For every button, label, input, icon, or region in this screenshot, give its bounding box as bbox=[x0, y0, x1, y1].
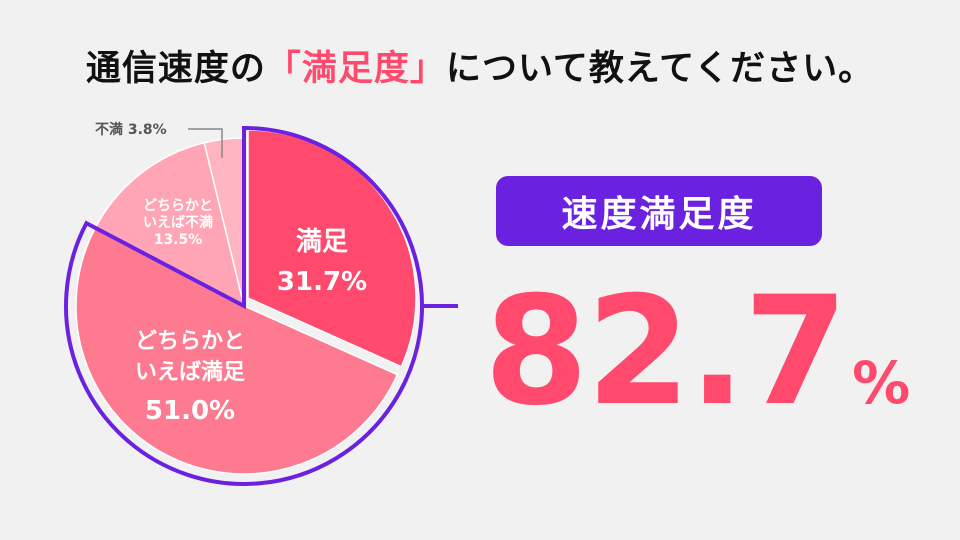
satisfaction-badge: 速度満足度 bbox=[496, 176, 822, 246]
dissatisfied-leader-line bbox=[188, 128, 223, 158]
satisfied-outline bbox=[64, 125, 424, 486]
pie-slice-somewhat-satisfied bbox=[75, 226, 399, 475]
label-satisfied: 満足 31.7% bbox=[277, 227, 367, 297]
title-text-before: 通信速度の bbox=[85, 49, 266, 89]
pie-slice-somewhat-dissatisfied bbox=[94, 141, 246, 308]
label-somewhat-dissatisfied: どちらかといえば不満 13.5% bbox=[143, 198, 213, 248]
label-somewhat-satisfied: どちらかといえば満足 51.0% bbox=[135, 329, 245, 426]
title-text-after: について教えてください。 bbox=[445, 49, 875, 89]
satisfaction-rate-number: 82.7 bbox=[484, 265, 848, 439]
satisfaction-rate-unit: % bbox=[852, 349, 911, 417]
page-title: 通信速度の「満足度」について教えてください。 bbox=[0, 40, 960, 91]
label-dissatisfied: 不満 3.8% bbox=[95, 121, 167, 138]
satisfaction-rate: 82.7% bbox=[484, 262, 910, 442]
title-highlight: 「満足度」 bbox=[265, 49, 446, 89]
